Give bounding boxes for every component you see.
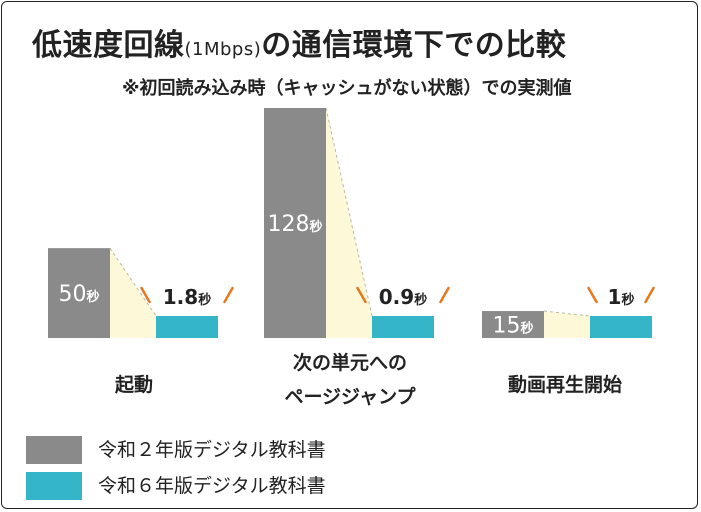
- accent-tick-left: [587, 286, 598, 304]
- bar-new-value-label: 1秒: [608, 285, 635, 309]
- chart-subtitle: ※初回読み込み時（キャッシュがない状態）での実測値: [122, 78, 572, 99]
- legend-swatch-old: [26, 436, 82, 464]
- bar-old: [48, 248, 110, 338]
- bar-new-value-label: 1.8秒: [163, 285, 211, 309]
- accent-tick-right: [439, 286, 450, 304]
- comparison-dashed-line: [543, 310, 591, 317]
- accent-tick-right: [644, 286, 655, 304]
- comparison-wedge: [110, 248, 156, 338]
- bar-old: [264, 108, 326, 338]
- legend-label-new: 令和６年版デジタル教科書: [98, 475, 326, 497]
- category-label-line: 動画再生開始: [507, 374, 622, 396]
- accent-tick-left: [356, 286, 367, 304]
- category-label: 次の単元への ページジャンプ: [250, 346, 450, 414]
- title-main: 低速度回線: [32, 28, 185, 63]
- accent-tick-right: [223, 286, 234, 304]
- category-label-line: 次の単元への: [292, 352, 407, 374]
- bar-new: [590, 316, 652, 338]
- chart-title: 低速度回線(1Mbps)の通信環境下での比較: [32, 20, 682, 64]
- category-label: 動画再生開始: [465, 368, 665, 402]
- bar-old-value-label: 15秒: [492, 314, 533, 339]
- bar-new: [372, 316, 434, 338]
- title-rest: の通信環境下での比較: [261, 28, 567, 63]
- legend-swatch-new: [26, 472, 82, 500]
- category-label: 起動: [34, 368, 234, 402]
- title-paren: (1Mbps): [184, 39, 262, 60]
- legend-label-old: 令和２年版デジタル教科書: [98, 439, 326, 461]
- bar-old-value-label: 128秒: [267, 212, 322, 237]
- bar-new: [156, 316, 218, 338]
- category-label-line: 起動: [114, 374, 153, 396]
- comparison-wedge: [326, 108, 372, 338]
- bar-new-value-label: 0.9秒: [379, 285, 427, 309]
- comparison-dashed-line: [109, 247, 157, 317]
- bar-old: [482, 311, 544, 338]
- category-label-line: ページジャンプ: [284, 386, 416, 408]
- accent-tick-left: [140, 286, 151, 304]
- comparison-wedge: [544, 311, 590, 338]
- bar-old-value-label: 50秒: [58, 282, 99, 307]
